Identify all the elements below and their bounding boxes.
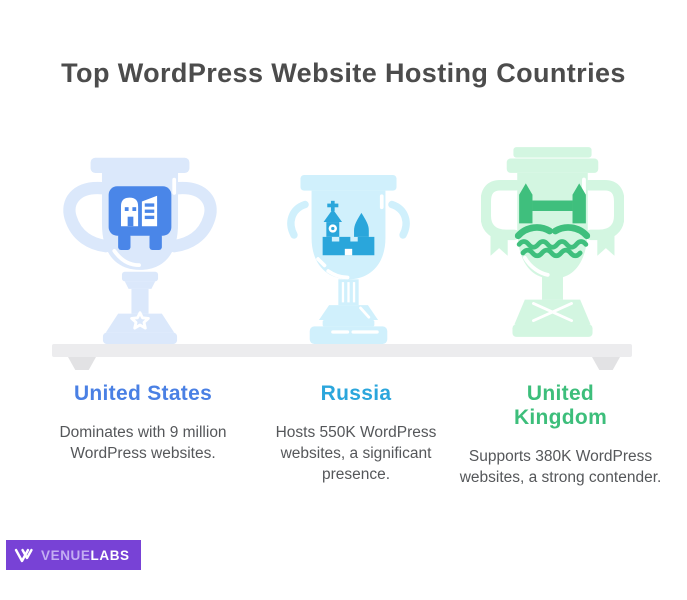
tower-bridge-icon xyxy=(514,183,591,259)
city-buildings-icon xyxy=(108,186,172,250)
country-name: United States xyxy=(73,382,213,405)
uk-trophy xyxy=(481,147,624,337)
us-trophy xyxy=(63,157,217,345)
kremlin-castle-icon xyxy=(322,200,375,256)
logo-text-venue: VENUE xyxy=(41,547,91,563)
page-title: Top WordPress Website Hosting Countries xyxy=(61,58,626,88)
country-name: Russia xyxy=(320,382,392,405)
venuelabs-logo[interactable]: VENUELABS xyxy=(6,540,141,570)
country-column-russia: Russia Hosts 550K WordPress websites, a … xyxy=(252,382,460,485)
country-description: Dominates with 9 million WordPress websi… xyxy=(59,424,227,463)
shelf-leg-right xyxy=(592,357,620,370)
double-v-icon xyxy=(14,548,33,562)
country-description: Hosts 550K WordPress websites, a signifi… xyxy=(275,424,437,484)
shelf-leg-left xyxy=(68,357,96,370)
logo-text-labs: LABS xyxy=(90,547,130,563)
logo-wordmark: VENUELABS xyxy=(41,548,130,563)
country-column-united-states: United States Dominates with 9 million W… xyxy=(38,382,248,464)
shelf xyxy=(52,344,632,357)
country-description: Supports 380K WordPress websites, a stro… xyxy=(459,448,662,487)
country-name: United Kingdom xyxy=(513,382,608,429)
russia-trophy xyxy=(287,174,410,344)
country-column-united-kingdom: United Kingdom Supports 380K WordPress w… xyxy=(458,382,663,488)
